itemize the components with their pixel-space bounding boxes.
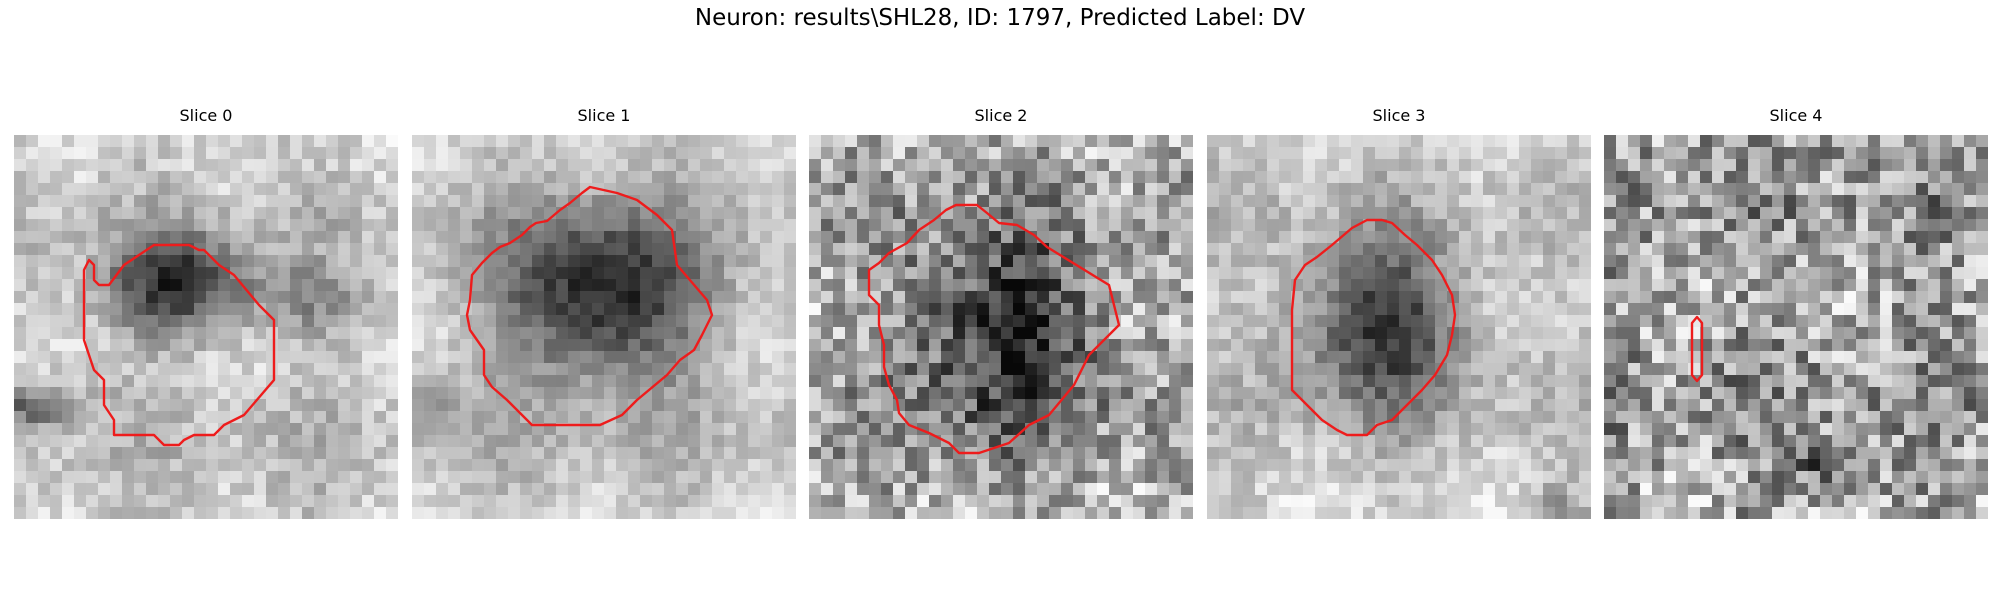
slice-pixels-3 (1207, 135, 1591, 519)
roi-contour-0 (82, 243, 276, 447)
slice-pixels-4 (1604, 135, 1988, 519)
roi-contour-4 (1690, 315, 1704, 383)
slice-pixels-1 (412, 135, 796, 519)
slice-image-3 (1207, 135, 1591, 519)
slice-title-1: Slice 1 (577, 106, 631, 125)
slice-image-1 (412, 135, 796, 519)
slice-image-0 (14, 135, 398, 519)
roi-contour-3 (1290, 218, 1457, 437)
slice-title-4: Slice 4 (1769, 106, 1823, 125)
slice-title-3: Slice 3 (1372, 106, 1426, 125)
slice-title-0: Slice 0 (179, 106, 233, 125)
slice-pixels-2 (809, 135, 1193, 519)
slice-title-2: Slice 2 (974, 106, 1028, 125)
slice-image-4 (1604, 135, 1988, 519)
figure-title: Neuron: results\SHL28, ID: 1797, Predict… (694, 5, 1306, 31)
slice-pixels-0 (14, 135, 398, 519)
roi-contour-2 (867, 203, 1121, 455)
roi-contour-1 (465, 185, 714, 427)
slice-image-2 (809, 135, 1193, 519)
